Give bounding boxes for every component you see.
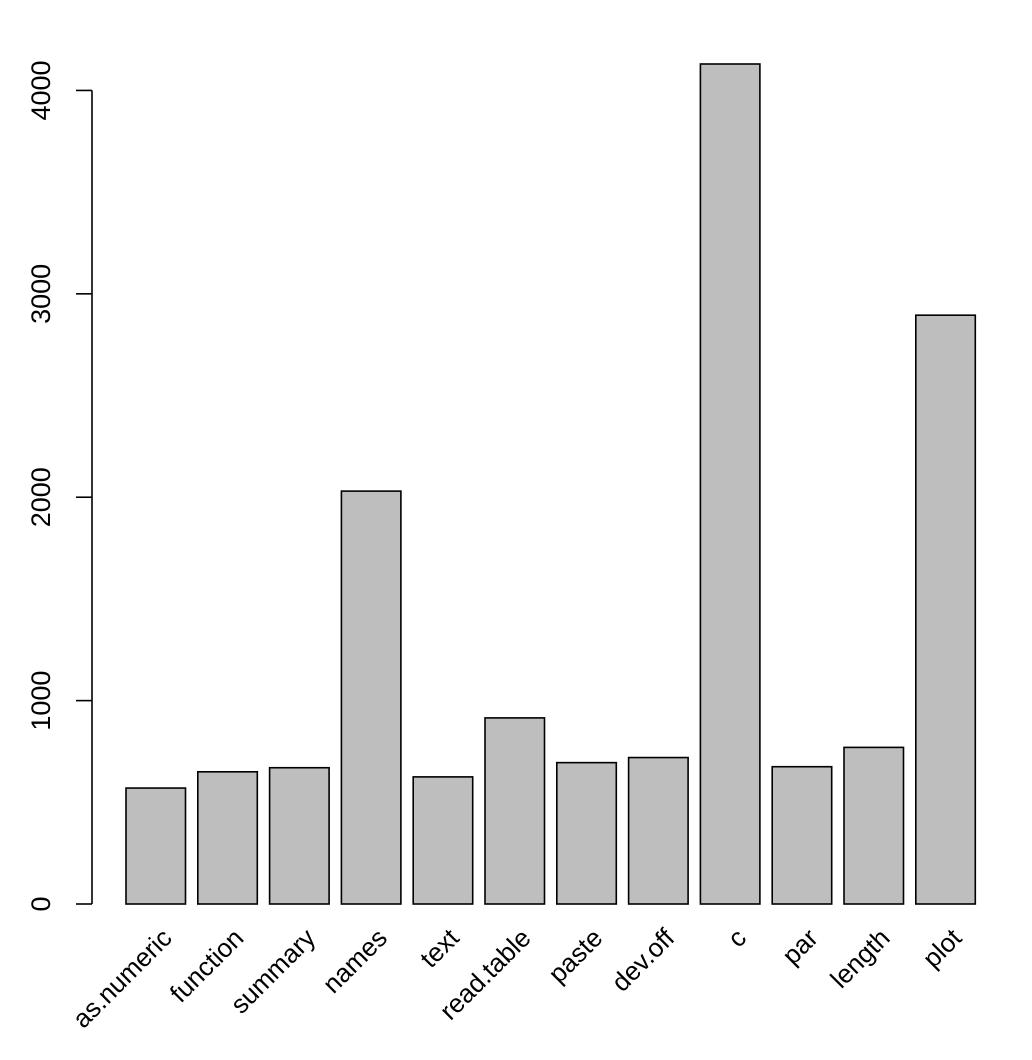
bar-read.table <box>484 717 546 905</box>
bar-summary <box>268 766 330 905</box>
category-label-par: par <box>776 922 824 970</box>
y-tick-label: 3000 <box>26 264 56 324</box>
category-label-c: c <box>722 923 752 953</box>
category-label-plot: plot <box>917 922 968 973</box>
bar-paste <box>555 761 618 905</box>
bar-as.numeric <box>125 787 187 905</box>
bar-function <box>197 770 259 905</box>
bar-dev.off <box>627 756 689 905</box>
bar-plot <box>914 314 977 905</box>
y-tick-label: 2000 <box>26 467 56 527</box>
bars <box>125 63 977 905</box>
category-label-length: length <box>824 923 895 994</box>
y-axis: 0 1000 2000 3000 4000 <box>26 60 93 912</box>
bar-length <box>843 746 905 905</box>
category-label-text: text <box>414 922 465 973</box>
category-label-dev.off: dev.off <box>605 922 680 997</box>
y-tick-label: 4000 <box>26 60 56 120</box>
bar-text <box>412 776 474 905</box>
y-tick-label: 0 <box>26 896 56 911</box>
category-label-paste: paste <box>542 923 608 989</box>
bar-par <box>771 765 833 905</box>
y-ticks: 0 1000 2000 3000 4000 <box>26 60 92 912</box>
category-label-names: names <box>317 923 393 999</box>
category-label-as.numeric: as.numeric <box>66 923 177 1034</box>
bar-names <box>340 490 402 905</box>
bar-c <box>699 63 761 905</box>
y-tick-label: 1000 <box>26 671 56 731</box>
